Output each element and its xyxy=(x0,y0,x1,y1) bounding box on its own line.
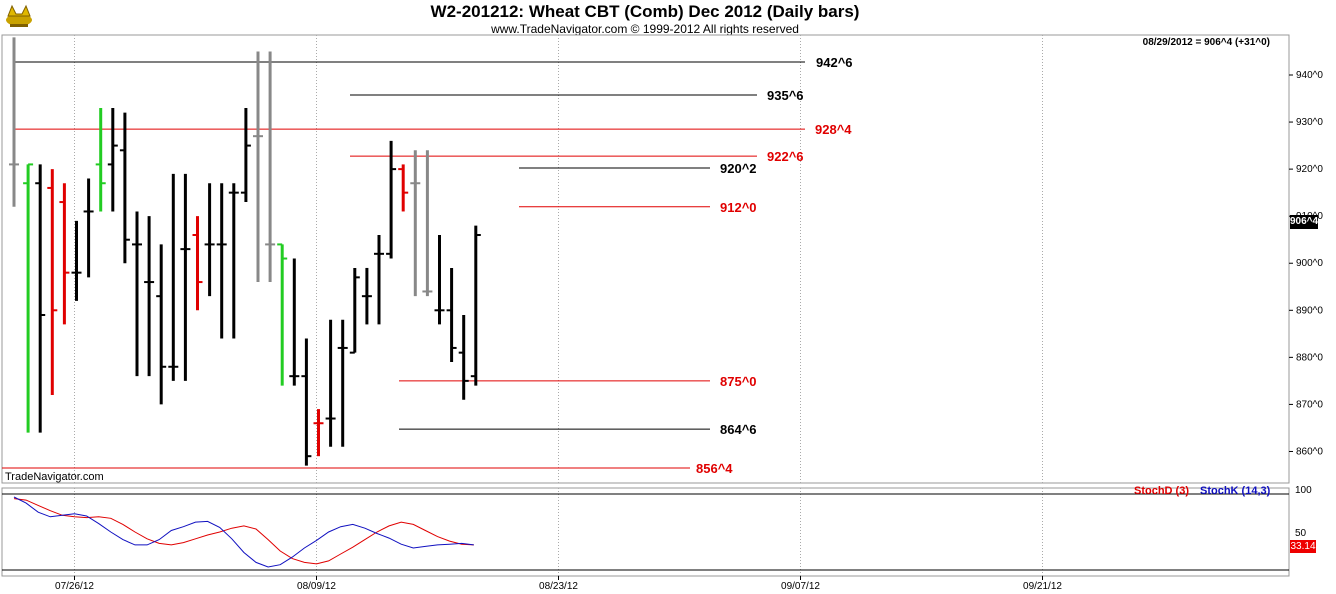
legend-stochd: StochD (3) xyxy=(1134,485,1189,497)
stochd-line xyxy=(13,498,474,565)
level-label: 928^4 xyxy=(815,122,852,137)
level-label: 942^6 xyxy=(816,55,853,70)
chart-title: W2-201212: Wheat CBT (Comb) Dec 2012 (Da… xyxy=(430,2,860,21)
level-label: 875^0 xyxy=(720,374,757,389)
legend-stochk: StochK (14,3) xyxy=(1200,485,1271,497)
copyright-subtitle: www.TradeNavigator.com © 1999-2012 All r… xyxy=(491,22,799,36)
x-tick-label: 09/07/12 xyxy=(781,581,820,592)
stoch-panel-frame xyxy=(1,487,1290,577)
stoch-tick-label: 100 xyxy=(1295,485,1312,496)
level-label: 920^2 xyxy=(720,161,757,176)
level-label: 912^0 xyxy=(720,200,757,215)
price-readout: 08/29/2012 = 906^4 (+31^0) xyxy=(1142,37,1270,48)
level-label: 922^6 xyxy=(767,149,804,164)
current-price-label: 906^4 xyxy=(1290,215,1319,229)
x-tick-label: 09/21/12 xyxy=(1023,581,1062,592)
level-label: 856^4 xyxy=(696,461,733,476)
y-tick-label: 870^0 xyxy=(1296,399,1323,410)
x-tick-label: 08/23/12 xyxy=(539,581,578,592)
bull-logo-icon xyxy=(2,2,36,28)
y-tick-label: 880^0 xyxy=(1296,352,1323,363)
price-panel-frame xyxy=(1,34,1290,484)
level-label: 935^6 xyxy=(767,88,804,103)
y-tick-label: 860^0 xyxy=(1296,446,1323,457)
stoch-tick-label: 50 xyxy=(1295,528,1307,539)
level-label: 864^6 xyxy=(720,422,757,437)
stoch-current-label: 33.14 xyxy=(1290,540,1316,553)
y-tick-label: 900^0 xyxy=(1296,258,1323,269)
y-tick-label: 940^0 xyxy=(1296,70,1323,81)
x-tick-label: 07/26/12 xyxy=(55,581,94,592)
y-tick-label: 930^0 xyxy=(1296,117,1323,128)
x-tick-label: 08/09/12 xyxy=(297,581,336,592)
stochk-line xyxy=(13,496,474,568)
y-tick-label: 920^0 xyxy=(1296,164,1323,175)
brand-label: TradeNavigator.com xyxy=(5,471,104,483)
y-tick-label: 890^0 xyxy=(1296,305,1323,316)
